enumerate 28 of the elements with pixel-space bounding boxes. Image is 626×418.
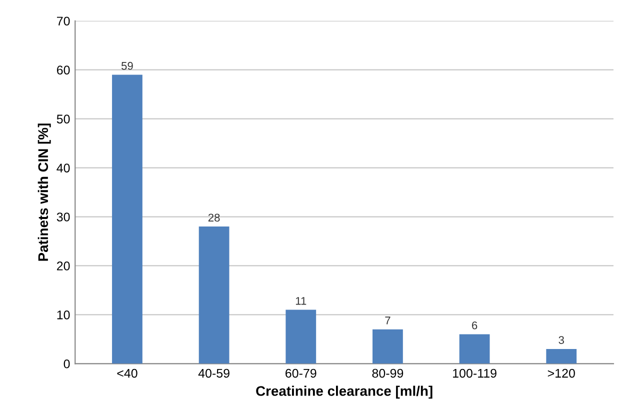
y-tick-label: 30 <box>56 212 70 222</box>
y-tick-label: 0 <box>64 359 70 368</box>
y-tick-label: 70 <box>56 16 70 26</box>
x-tick-label: 80-99 <box>372 368 404 378</box>
x-tick-label: 40-59 <box>198 368 230 378</box>
data-label: 7 <box>385 316 390 324</box>
x-tick-label: <40 <box>117 368 138 378</box>
y-tick-label: 50 <box>56 114 70 124</box>
data-label: 28 <box>208 214 220 222</box>
bar <box>112 74 142 364</box>
data-label: 11 <box>296 297 306 305</box>
bar <box>546 348 577 364</box>
y-tick-label: 40 <box>56 164 70 172</box>
bar <box>198 226 230 364</box>
y-axis-title: Patinets with CIN [%] <box>38 124 51 261</box>
y-tick-label: 60 <box>56 66 70 75</box>
bar <box>286 310 316 364</box>
data-label: 3 <box>558 336 564 344</box>
x-tick-label: 60-79 <box>286 368 316 378</box>
data-label: 6 <box>472 321 478 330</box>
x-tick-label: 100-119 <box>453 368 496 378</box>
x-tick-label: >120 <box>548 368 575 378</box>
data-label: 59 <box>121 62 133 70</box>
bar <box>459 334 490 364</box>
y-tick-label: 20 <box>56 262 70 270</box>
bar <box>372 329 403 364</box>
x-axis-title: Creatinine clearance [ml/h] <box>256 386 432 399</box>
y-tick-label: 10 <box>57 310 70 320</box>
